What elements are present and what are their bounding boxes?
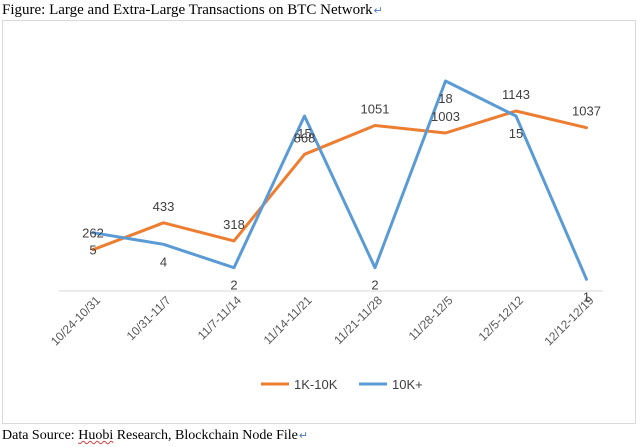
x-tick-label: 10/24-10/31: [48, 293, 103, 348]
data-label-10k-plus: 18: [438, 91, 452, 106]
data-label-1k-10k: 318: [223, 217, 245, 232]
data-label-1k-10k: 433: [153, 199, 175, 214]
data-label-1k-10k: 1051: [361, 101, 390, 116]
figure-title-text: Figure: Large and Extra-Large Transactio…: [2, 2, 373, 18]
chart-frame: 10/24-10/31 10/31-11/7 11/7-11/14 11/14-11/…: [2, 20, 636, 424]
data-label-10k-plus: 2: [371, 278, 378, 293]
data-label-10k-plus: 4: [160, 254, 167, 269]
source-suffix: Research, Blockchain Node File: [113, 428, 298, 443]
x-tick-label: 11/21-11/28: [331, 293, 385, 347]
data-label-10k-plus: 15: [509, 126, 523, 141]
x-tick-label: 12/5-12/12: [476, 293, 527, 344]
return-mark: ↵: [373, 5, 383, 17]
data-source-caption: Data Source: Huobi Research, Blockchain …: [2, 428, 308, 444]
data-label-1k-10k: 1003: [431, 109, 460, 124]
series-line-10k-: [91, 79, 588, 281]
x-tick-label: 11/14-11/21: [261, 293, 315, 347]
data-label-1k-10k: 868: [294, 130, 316, 145]
figure-title: Figure: Large and Extra-Large Transactio…: [2, 2, 383, 19]
data-label-10k-plus: 15: [297, 126, 311, 141]
data-label-1k-10k: 1037: [572, 104, 601, 119]
source-name: Huobi: [78, 428, 114, 443]
return-mark-source: ↵: [298, 430, 309, 442]
legend-label: 1K-10K: [294, 377, 338, 392]
source-prefix: Data Source:: [2, 428, 79, 443]
data-label-10k-plus: 2: [230, 278, 237, 293]
data-label-1k-10k: 262: [82, 226, 104, 241]
line-chart: 10/24-10/31 10/31-11/7 11/7-11/14 11/14-11/…: [48, 79, 603, 392]
legend-label: 10K+: [392, 377, 423, 392]
x-tick-label: 11/7-11/14: [195, 293, 244, 342]
x-tick-label: 10/31-11/7: [124, 293, 174, 343]
data-label-1k-10k: 1143: [502, 87, 530, 102]
x-tick-label: 11/28-12/5: [406, 293, 456, 343]
data-label-10k-plus: 5: [89, 243, 96, 258]
data-label-10k-plus: 1: [583, 289, 590, 304]
series-line-1k-10k: [91, 109, 588, 252]
